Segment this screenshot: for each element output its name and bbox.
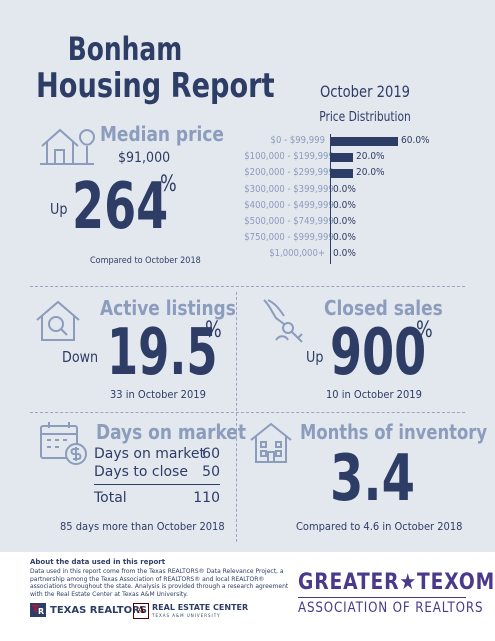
- price-axis-tick: [330, 182, 331, 199]
- active-listings-pct-sign: %: [205, 318, 222, 343]
- closed-sales-label: Closed sales: [324, 296, 443, 320]
- real-estate-center-logo: REAL ESTATE CENTER: [152, 603, 249, 612]
- house-tree-icon: [40, 128, 95, 165]
- real-estate-center-subtitle: TEXAS A&M UNIVERSITY: [152, 613, 221, 618]
- median-price-label: Median price: [100, 122, 224, 146]
- median-price-change: 264: [72, 170, 169, 244]
- active-listings-label: Active listings: [100, 296, 236, 320]
- house-search-icon: [36, 300, 80, 341]
- dom-row-value: 50: [202, 464, 220, 480]
- dom-total-rule: [94, 484, 220, 485]
- median-price-pct-sign: %: [160, 172, 177, 197]
- months-inventory-compare: Compared to 4.6 in October 2018: [296, 520, 463, 533]
- about-text-line: Data used in this report come from the T…: [30, 568, 284, 575]
- about-text-line: with the Real Estate Center at Texas A&M…: [30, 590, 188, 598]
- price-axis-tick: [330, 231, 331, 248]
- price-bar-label: $1,000,000+: [269, 248, 325, 260]
- active-listings-change: 19.5: [107, 316, 218, 390]
- price-bar-label: $400,000 - $499,999: [244, 199, 334, 211]
- dom-row-name: Days on market: [94, 446, 205, 462]
- price-bar-value: 0.0%: [333, 232, 356, 244]
- assoc-of-realtors-text: ASSOCIATION OF REALTORS: [298, 600, 484, 616]
- hand-key-icon: [263, 299, 303, 343]
- section-divider: [30, 412, 465, 413]
- price-bar: [330, 153, 353, 163]
- closed-sales-change: 900: [330, 316, 427, 390]
- dom-row: Days on market 60: [94, 446, 220, 462]
- dom-row-value: 60: [202, 446, 220, 462]
- price-bar-value: 20.0%: [355, 151, 385, 163]
- price-bar-label: $500,000 - $749,999: [244, 216, 334, 227]
- about-text-line: associations throughout the state. Analy…: [30, 583, 289, 590]
- days-on-market-label: Days on market: [96, 420, 246, 444]
- median-price-direction: Up: [50, 200, 68, 218]
- price-axis-tick: [330, 247, 331, 264]
- price-bar-value: 60.0%: [401, 135, 430, 146]
- price-bar-value: 20.0%: [355, 167, 385, 179]
- about-text-line: partnership among the Texas Association …: [30, 575, 265, 583]
- months-inventory-label: Months of inventory: [300, 420, 488, 444]
- texas-realtors-logo-mark: T R: [30, 603, 46, 617]
- price-bar-label: $200,000 - $299,999: [244, 167, 334, 179]
- price-bar: [330, 137, 398, 146]
- active-listings-compare: 33 in October 2019: [110, 388, 206, 401]
- dom-total-value: 110: [193, 490, 220, 506]
- price-bar-value: 0.0%: [333, 248, 356, 260]
- price-axis-tick: [330, 198, 331, 215]
- price-bar-value: 0.0%: [333, 183, 356, 195]
- price-bar-label: $750,000 - $999,999: [244, 232, 334, 244]
- months-inventory-value: 3.4: [330, 442, 416, 516]
- report-title-line2: Housing Report: [36, 66, 275, 106]
- section-divider: [30, 286, 465, 287]
- texas-realtors-logo: TEXAS REALTORS: [50, 605, 147, 616]
- price-distribution-title: Price Distribution: [319, 110, 411, 125]
- median-price-value: $91,000: [118, 150, 171, 166]
- about-title: About the data used in this report: [30, 558, 166, 566]
- footer: [0, 552, 495, 641]
- report-title-line1: Bonham: [67, 30, 183, 68]
- price-axis-tick: [330, 215, 331, 232]
- closed-sales-direction: Up: [306, 348, 324, 366]
- greater-texoma-logo: GREATER★TEXOMA: [298, 570, 495, 595]
- active-listings-direction: Down: [62, 348, 99, 366]
- closed-sales-pct-sign: %: [416, 318, 433, 343]
- price-bar-label: $0 - $99,999: [270, 135, 325, 146]
- dom-total-row: Total 110: [94, 490, 220, 506]
- closed-sales-compare: 10 in October 2019: [326, 388, 422, 401]
- price-bar: [330, 169, 353, 179]
- report-month: October 2019: [319, 82, 411, 101]
- price-bar-value: 0.0%: [333, 199, 356, 211]
- tamu-logo-mark: A: [133, 603, 149, 619]
- price-distribution-chart: $0 - $99,999 60.0% $100,000 - $199,999 20.0…: [230, 134, 490, 264]
- calendar-dollar-icon: [40, 422, 87, 465]
- median-price-compare: Compared to October 2018: [90, 256, 201, 266]
- building-icon: [250, 422, 292, 463]
- days-on-market-compare: 85 days more than October 2018: [60, 520, 225, 533]
- price-bar-label: $300,000 - $399,999: [244, 183, 334, 195]
- price-bar-label: $100,000 - $199,999: [244, 151, 334, 163]
- section-divider-vertical: [236, 292, 237, 542]
- dom-row-name: Days to close: [94, 464, 188, 480]
- price-bar-value: 0.0%: [333, 216, 356, 227]
- assoc-logo-rule: [298, 597, 466, 598]
- dom-row: Days to close 50: [94, 464, 220, 480]
- dom-total-name: Total: [94, 490, 127, 506]
- about-text: Data used in this report come from the T…: [30, 568, 288, 598]
